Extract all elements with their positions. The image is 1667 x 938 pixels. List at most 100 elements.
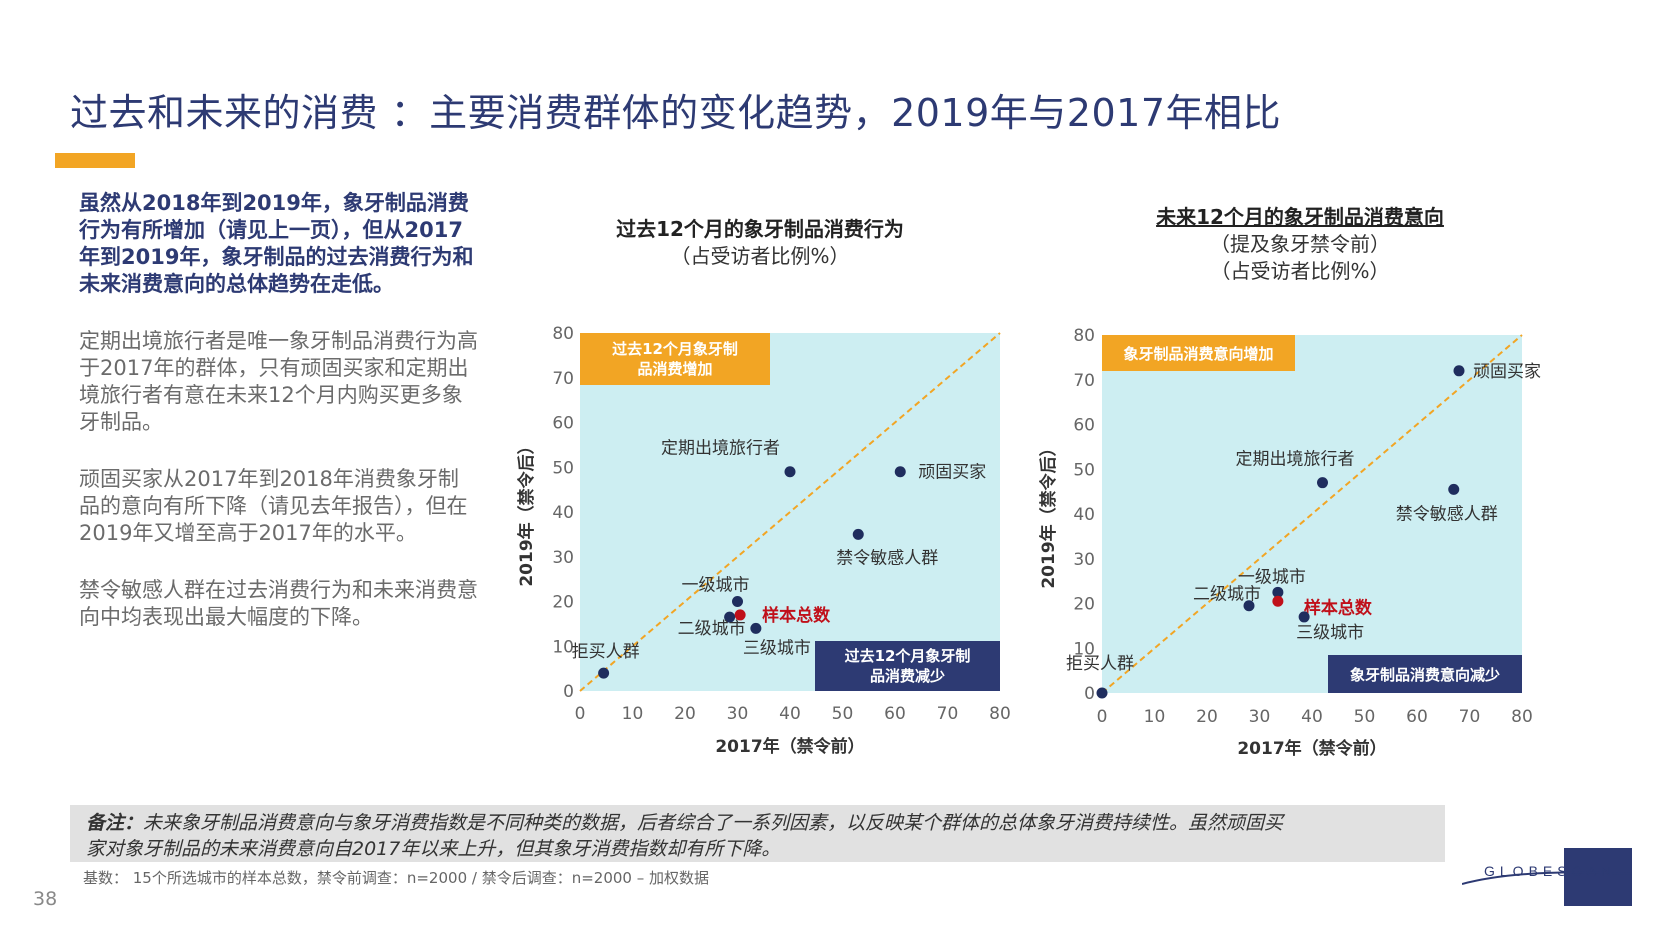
chart2-x-tick-label: 10: [1144, 707, 1166, 727]
chart1-decrease-box: [815, 641, 1000, 691]
chart1-y-tick-label: 60: [552, 414, 574, 434]
chart1-point-label: 二级城市: [678, 619, 746, 639]
chart2-x-tick-label: 80: [1511, 707, 1533, 727]
chart2-title-block: 未来12个月的象牙制品消费意向 （提及象牙禁令前） （占受访者比例%）: [1130, 204, 1470, 285]
chart2-point: [1298, 611, 1310, 623]
lead-paragraph: 虽然从2018年到2019年，象牙制品消费行为有所增加（请见上一页），但从201…: [79, 191, 474, 296]
chart2-point: [1317, 477, 1328, 489]
chart2-point-label: 拒买人群: [1066, 654, 1134, 674]
note-label: 备注：: [86, 812, 144, 834]
chart2-point-label: 禁令敏感人群: [1396, 504, 1498, 524]
chart1-y-tick-label: 0: [563, 682, 574, 702]
chart2-y-tick-label: 60: [1073, 416, 1095, 436]
paragraph-hardcore-buyers: 顽固买家从2017年到2018年消费象牙制品的意向有所下降（请见去年报告），但在…: [79, 467, 468, 545]
chart2-increase-box: [1102, 335, 1295, 371]
chart1-y-axis-label: 2019年（禁令后）: [516, 437, 537, 586]
chart1-x-tick-label: 30: [727, 704, 749, 724]
chart1-x-tick-label: 60: [884, 704, 906, 724]
chart1-increase-box-label-2: 品消费增加: [637, 360, 712, 378]
chart2-point-label: 三级城市: [1296, 623, 1364, 643]
chart1-y-tick-label: 80: [552, 324, 574, 344]
chart1-point-label: 拒买人群: [572, 642, 640, 662]
chart2-y-axis-label: 2019年（禁令后）: [1038, 439, 1059, 588]
paragraph-travellers: 定期出境旅行者是唯一象牙制品消费行为高于2017年的群体，只有顽固买家和定期出境…: [79, 329, 478, 434]
chart1-y-tick-label: 10: [552, 637, 574, 657]
note-line-1: 未来象牙制品消费意向与象牙消费指数是不同种类的数据，后者综合了一系列因素，以反映…: [143, 812, 1284, 834]
chart1-point: [750, 622, 762, 634]
chart2-increase-box-label: 象牙制品消费意向增加: [1123, 345, 1273, 363]
chart1-point: [598, 667, 610, 679]
chart2-point-label: 一级城市: [1238, 567, 1306, 587]
logo-block-icon: [1564, 848, 1632, 906]
chart2-point-label: 顽固买家: [1473, 362, 1541, 382]
chart2-x-tick-label: 0: [1097, 707, 1108, 727]
chart2-point: [1243, 600, 1255, 612]
note-line-2: 家对象牙制品的未来消费意向自2017年以来上升，但其象牙消费指数却有所下降。: [86, 838, 781, 860]
chart1-y-tick-label: 70: [552, 369, 574, 389]
chart2-point-label: 样本总数: [1304, 597, 1373, 618]
chart1-point-label: 禁令敏感人群: [836, 548, 938, 568]
chart2-y-tick-label: 30: [1073, 550, 1095, 570]
chart1-point: [734, 609, 746, 621]
chart1-point: [852, 528, 864, 540]
chart2-point: [1448, 483, 1460, 495]
page-number: 38: [33, 888, 58, 910]
chart2-point-label: 定期出境旅行者: [1236, 450, 1355, 470]
title-accent-bar: [55, 153, 135, 168]
chart1-point: [724, 611, 736, 623]
chart2-point-label: 二级城市: [1193, 585, 1261, 605]
chart2-y-tick-label: 0: [1084, 684, 1095, 704]
chart1-decrease-box-label-2: 品消费减少: [870, 667, 945, 685]
chart1-increase-box: [580, 333, 770, 385]
chart2-x-axis-label: 2017年（禁令前）: [1237, 738, 1386, 759]
chart1-subtitle: （占受访者比例%）: [670, 244, 850, 268]
chart2-point: [1453, 365, 1465, 377]
chart1-decrease-box-label-1: 过去12个月象牙制: [845, 647, 971, 665]
chart2-title: 未来12个月的象牙制品消费意向: [1156, 205, 1444, 229]
chart2-y-tick-label: 70: [1073, 371, 1095, 391]
chart1-point: [784, 466, 796, 478]
chart2-x-tick-label: 60: [1406, 707, 1428, 727]
chart1-y-tick-label: 20: [552, 593, 574, 613]
chart2-decrease-box-label: 象牙制品消费意向减少: [1350, 666, 1500, 684]
chart2-y-tick-label: 40: [1073, 505, 1095, 525]
chart1-title-block: 过去12个月的象牙制品消费行为 （占受访者比例%）: [590, 216, 930, 270]
chart2-subtitle-2: （占受访者比例%）: [1210, 259, 1390, 283]
chart1-point: [732, 596, 743, 607]
chart1-point-label: 一级城市: [682, 576, 750, 596]
chart1-point-label: 三级城市: [743, 638, 811, 658]
chart2-subtitle-1: （提及象牙禁令前）: [1210, 232, 1390, 256]
chart1-point: [894, 466, 906, 478]
chart2-diagonal-line: [1101, 334, 1523, 694]
chart2-point: [1272, 586, 1284, 598]
chart1-x-axis-label: 2017年（禁令前）: [715, 736, 864, 757]
chart2-x-tick-label: 50: [1354, 707, 1376, 727]
chart1-y-tick-label: 40: [552, 503, 574, 523]
note-box: 备注：未来象牙制品消费意向与象牙消费指数是不同种类的数据，后者综合了一系列因素，…: [70, 805, 1445, 862]
chart1-x-tick-label: 50: [832, 704, 854, 724]
chart2-point: [1096, 687, 1108, 699]
chart1-x-tick-label: 0: [575, 704, 586, 724]
chart1-diagonal-line: [579, 332, 1001, 692]
chart2-decrease-box: [1328, 655, 1522, 693]
chart2-x-tick-label: 70: [1459, 707, 1481, 727]
note-text: 备注：未来象牙制品消费意向与象牙消费指数是不同种类的数据，后者综合了一系列因素，…: [86, 810, 1283, 862]
summary-column: 虽然从2018年到2019年，象牙制品消费行为有所增加（请见上一页），但从201…: [79, 190, 479, 661]
logo-swoosh-icon: [1462, 871, 1632, 885]
globescan-logo: GLOBESCAN: [1462, 848, 1632, 906]
chart1-x-tick-label: 70: [937, 704, 959, 724]
chart2-y-tick-label: 80: [1073, 326, 1095, 346]
chart1-title: 过去12个月的象牙制品消费行为: [616, 217, 904, 241]
base-note: 基数： 15个所选城市的样本总数，禁令前调查：n=2000 / 禁令后调查：n=…: [83, 869, 709, 887]
chart1-y-tick-label: 30: [552, 548, 574, 568]
chart2-y-tick-label: 20: [1073, 595, 1095, 615]
chart1-x-tick-label: 80: [989, 704, 1011, 724]
chart1-x-tick-label: 20: [674, 704, 696, 724]
logo-text: GLOBESCAN: [1484, 863, 1616, 879]
chart1-increase-box-label-1: 过去12个月象牙制: [612, 340, 738, 358]
chart1-x-tick-label: 10: [622, 704, 644, 724]
chart2-x-tick-label: 20: [1196, 707, 1218, 727]
paragraph-ban-sensitive: 禁令敏感人群在过去消费行为和未来消费意向中均表现出最大幅度的下降。: [79, 578, 478, 629]
chart1-point-label: 样本总数: [762, 605, 831, 626]
